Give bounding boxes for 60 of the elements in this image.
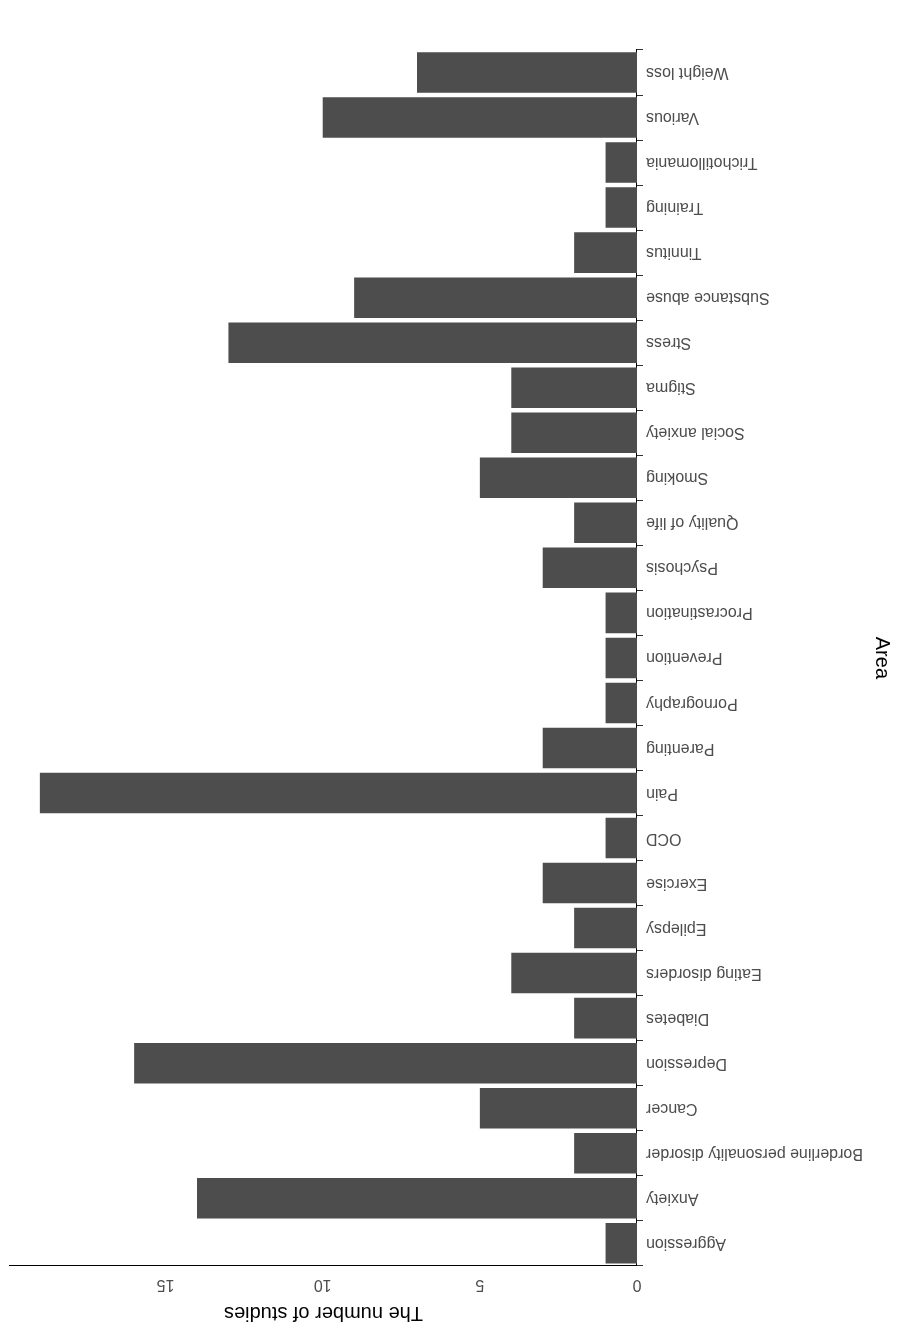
bar [228,322,637,363]
bar [574,1132,637,1174]
y-tick-label: Various [646,110,700,128]
bar [574,907,637,949]
y-tick-label: Stress [646,335,692,353]
y-tick-label: Weight loss [646,65,729,83]
bar [542,547,637,589]
x-axis-title: The number of studies [224,1303,423,1326]
y-tick-label: Psychosis [646,560,719,578]
bar [511,952,637,994]
y-tick-label: Cancer [645,1100,698,1118]
bar [605,592,637,634]
bar [322,97,637,138]
y-tick-label: Aggression [646,1235,727,1253]
y-tick-label: Substance abuse [645,290,770,308]
bar [39,772,637,814]
bar [605,817,637,859]
bar [574,997,637,1039]
bar [542,862,637,904]
bar [354,277,637,318]
bar [479,1087,637,1129]
bar [542,727,637,769]
y-tick-label: Anxiety [646,1190,699,1208]
x-tick-label: 5 [475,1276,485,1294]
x-tick-label: 0 [632,1276,642,1294]
bar [605,1223,637,1264]
x-tick-label: 10 [313,1276,332,1294]
y-tick-label: Pornography [646,695,738,713]
x-tick-label: 15 [156,1276,175,1294]
y-tick-label: Tinnitus [646,245,702,263]
y-tick-label: Social anxiety [646,425,745,443]
y-tick-label: Depression [646,1055,727,1073]
bar [511,367,637,408]
y-tick-label: Diabetes [646,1010,710,1028]
bar [605,637,637,679]
y-tick-label: Eating disorders [646,965,762,983]
bar [479,457,637,499]
y-tick-label: Prevention [646,650,723,668]
y-tick-label: Exercise [645,875,708,893]
y-axis-title: Area [872,636,895,680]
bar [605,142,637,183]
y-tick-label: Trichotillomania [645,155,758,173]
y-tick-label: OCD [646,830,682,848]
y-tick-label: Pain [646,785,679,803]
y-tick-label: Training [646,200,704,218]
bar [605,187,637,228]
y-tick-label: Epilepsy [646,920,707,938]
y-tick-label: Quality of life [645,515,739,533]
bar [574,502,637,544]
y-tick-label: Parenting [646,740,715,758]
y-tick-label: Borderline personality disorder [645,1145,863,1163]
bar [605,682,637,724]
y-tick-label: Stigma [645,380,696,398]
bar [134,1042,637,1084]
y-tick-label: Procrastination [646,605,753,623]
bar [417,52,637,93]
bar [197,1177,637,1219]
y-tick-label: Smoking [646,470,709,488]
bar [511,412,637,454]
bar [574,232,637,273]
